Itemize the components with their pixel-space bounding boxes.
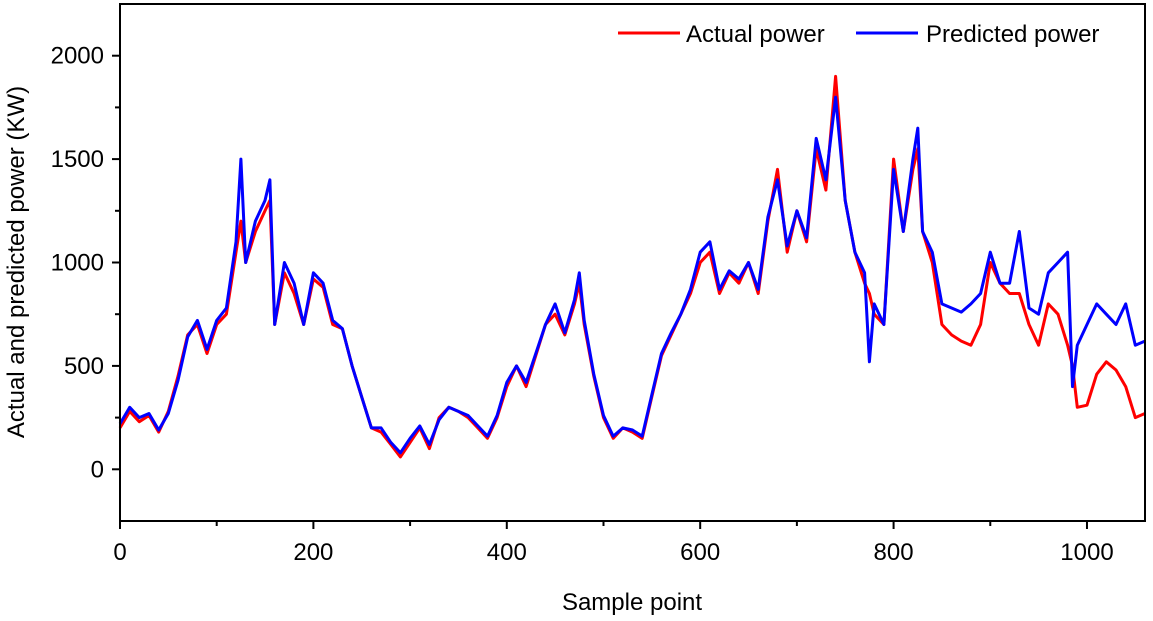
legend-label-actual: Actual power <box>686 21 825 48</box>
legend: Actual power Predicted power <box>618 21 1099 48</box>
y-axis-label: Actual and predicted power (KW) <box>3 86 30 438</box>
y-tick-label: 1500 <box>51 146 104 173</box>
x-tick-label: 600 <box>680 539 720 566</box>
x-tick-label: 400 <box>487 539 527 566</box>
plot-frame <box>119 3 1146 522</box>
x-tick-label: 200 <box>293 539 333 566</box>
plot-layer <box>118 74 1146 459</box>
x-tick-label: 1000 <box>1060 539 1113 566</box>
x-tick-label: 800 <box>874 539 914 566</box>
y-tick-label: 1000 <box>51 250 104 277</box>
x-tick-label: 0 <box>113 539 126 566</box>
legend-label-predicted: Predicted power <box>926 21 1099 48</box>
y-tick-label: 2000 <box>51 43 104 70</box>
x-axis-label: Sample point <box>562 589 702 616</box>
ticks-layer: 0 200 400 600 800 1000 0 500 1000 1500 2000 <box>51 43 1114 566</box>
series-line-predicted <box>118 95 1146 455</box>
y-tick-label: 500 <box>64 353 104 380</box>
y-tick-label: 0 <box>91 456 104 483</box>
